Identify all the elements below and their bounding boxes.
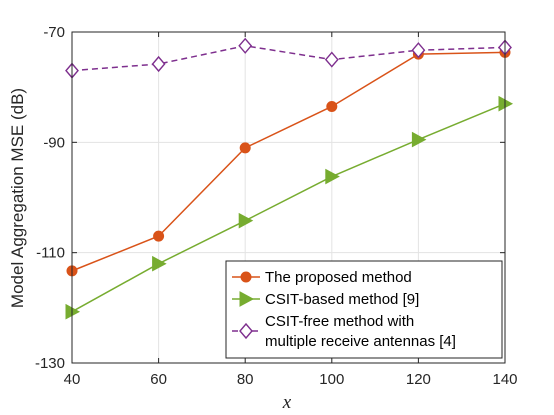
x-axis-label: x (282, 392, 292, 413)
x-tick-label: 40 (64, 371, 81, 388)
legend-marker (239, 322, 253, 340)
x-tick-label: 100 (319, 371, 344, 388)
y-axis-label: Model Aggregation MSE (dB) (8, 88, 27, 308)
series-line (71, 51, 506, 272)
series-line (71, 103, 506, 313)
data-point (325, 168, 340, 185)
data-point (239, 142, 251, 154)
series-line (71, 45, 506, 72)
legend-entry: The proposed method (232, 269, 412, 286)
legend-marker (240, 271, 252, 283)
legend-label: multiple receive antennas [4] (265, 333, 456, 350)
data-point (411, 131, 427, 148)
data-point (326, 100, 338, 112)
legend-label: CSIT-free method with (265, 313, 414, 330)
plot-frame (71, 31, 506, 364)
series-3 (65, 37, 512, 79)
x-tick-label: 140 (492, 371, 517, 388)
data-point (152, 255, 167, 272)
legend-entry: CSIT-free method with multiple receive an… (232, 313, 456, 350)
y-tick-label: -110 (36, 245, 65, 262)
data-point (153, 230, 165, 242)
x-tick-label: 60 (150, 371, 167, 388)
data-point (151, 55, 166, 73)
y-tick-label: -130 (35, 355, 65, 372)
series-1 (66, 46, 511, 277)
legend-label: The proposed method (265, 269, 412, 286)
legend-marker (239, 291, 255, 307)
x-tick-label: 120 (406, 371, 431, 388)
legend-label: CSIT-based method [9] (265, 291, 419, 308)
y-tick-label: -90 (43, 134, 65, 151)
data-point (324, 51, 339, 68)
legend: The proposed method CSIT-based method [9]… (225, 260, 503, 359)
legend-box (225, 260, 503, 359)
data-point (411, 42, 426, 59)
data-point (238, 212, 254, 229)
data-point (238, 37, 253, 54)
ticks-layer: 40 60 80 100 120 140 -70 -90 -110 -130 (35, 24, 518, 388)
x-tick-label: 80 (237, 371, 254, 388)
legend-entry: CSIT-based method [9] (232, 291, 419, 308)
y-tick-label: -70 (43, 24, 65, 41)
